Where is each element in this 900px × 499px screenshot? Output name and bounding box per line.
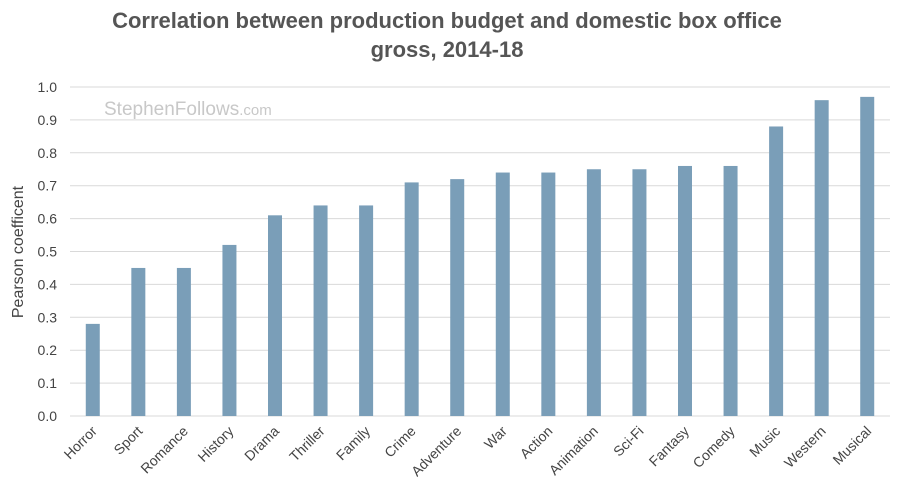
- bar-war: [495, 172, 510, 416]
- y-tick-label: 0.8: [38, 145, 58, 161]
- gridlines: [70, 86, 890, 417]
- x-tick-label: Music: [746, 423, 783, 460]
- y-tick-label: 0.2: [38, 342, 58, 358]
- bar-adventure: [450, 179, 465, 416]
- x-tick-label: Thriller: [286, 423, 328, 465]
- bar-music: [769, 126, 784, 416]
- x-tick-label: Crime: [381, 423, 419, 461]
- bar-sci-fi: [632, 169, 647, 416]
- bar-musical: [860, 96, 875, 417]
- x-tick-label: Romance: [137, 423, 191, 477]
- x-tick-label: Sport: [110, 423, 145, 458]
- x-tick-label: Action: [517, 423, 556, 462]
- bar-animation: [586, 169, 601, 416]
- x-tick-label: Musical: [829, 423, 874, 468]
- watermark-main: StephenFollows: [104, 99, 239, 120]
- chart-title-line-2: gross, 2014-18: [371, 37, 524, 62]
- y-tick-label: 0.9: [38, 112, 58, 128]
- bar-comedy: [723, 165, 738, 416]
- x-tick-label: History: [194, 423, 236, 465]
- bar-romance: [176, 267, 191, 416]
- x-tick-label: Western: [781, 423, 829, 471]
- x-tick-label: Animation: [546, 423, 601, 478]
- y-axis-label: Pearson coefficent: [10, 185, 27, 318]
- y-tick-label: 1.0: [38, 79, 58, 95]
- bar-horror: [85, 323, 100, 416]
- y-tick-label: 0.3: [38, 309, 58, 325]
- bar-action: [541, 172, 556, 416]
- x-tick-label: Comedy: [689, 423, 737, 471]
- y-axis-ticks: 0.0 0.1 0.2 0.3 0.4 0.5 0.6 0.7 0.8 0.9 1.0: [38, 79, 58, 424]
- chart-title-line-1: Correlation between production budget an…: [112, 8, 782, 33]
- x-tick-label: Sci-Fi: [610, 423, 647, 460]
- bar-crime: [404, 182, 419, 416]
- x-tick-label: Drama: [241, 423, 282, 464]
- bar-family: [359, 205, 374, 416]
- x-tick-label: Horror: [61, 423, 101, 463]
- bar-fantasy: [678, 165, 692, 416]
- x-tick-label: Family: [333, 423, 373, 463]
- bar-drama: [268, 215, 282, 416]
- y-tick-label: 0.6: [38, 211, 58, 227]
- y-tick-label: 0.1: [38, 375, 58, 391]
- y-tick-label: 0.5: [38, 244, 58, 260]
- bar-western: [814, 100, 829, 416]
- y-tick-label: 0.0: [38, 408, 58, 424]
- watermark: StephenFollows.com: [104, 99, 272, 120]
- bars: [85, 96, 875, 417]
- x-tick-label: Adventure: [408, 423, 465, 480]
- bar-thriller: [313, 205, 328, 416]
- bar-sport: [131, 267, 146, 416]
- y-tick-label: 0.4: [38, 276, 58, 292]
- x-tick-label: War: [481, 423, 510, 452]
- y-tick-label: 0.7: [38, 178, 58, 194]
- bar-history: [222, 244, 237, 416]
- x-tick-label: Fantasy: [646, 423, 693, 470]
- watermark-suffix: .com: [239, 102, 272, 119]
